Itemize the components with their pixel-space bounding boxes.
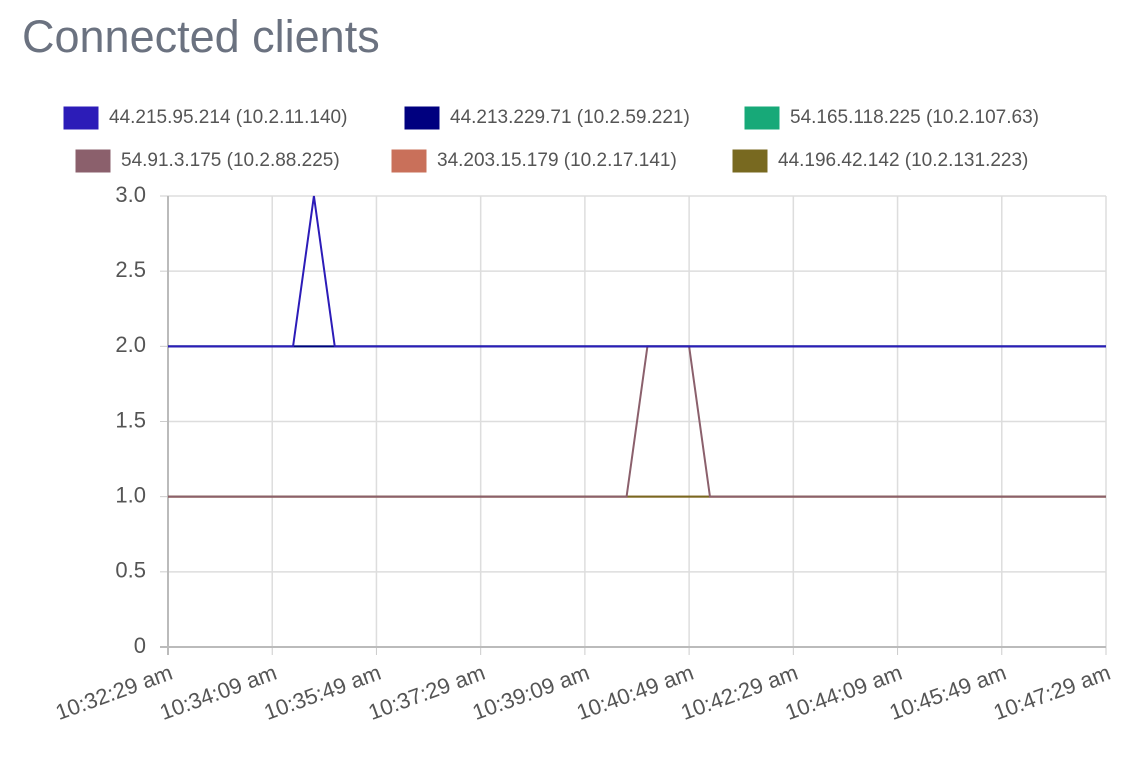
x-tick-label: 10:37:29 am [365,660,488,725]
x-tick-label: 10:32:29 am [52,660,175,725]
x-tick-label: 10:34:09 am [156,660,279,725]
legend-swatch [744,106,780,130]
x-tick-label: 10:44:09 am [782,660,905,725]
x-tick-label: 10:35:49 am [261,660,384,725]
y-tick-label: 1.5 [115,407,146,432]
legend-swatch [391,149,427,173]
legend-label: 54.165.118.225 (10.2.107.63) [790,107,1039,128]
series-line [168,345,1106,498]
y-tick-label: 2.0 [115,332,146,357]
y-tick-label: 2.5 [115,257,146,282]
y-tick-label: 0.5 [115,558,146,583]
y-tick-label: 0 [134,633,146,658]
legend-swatch [732,149,768,173]
x-tick-label: 10:40:49 am [573,660,696,725]
x-tick-label: 10:45:49 am [886,660,1009,725]
series-line [168,195,1106,348]
x-tick-label: 10:42:29 am [678,660,801,725]
legend-swatch [404,106,440,130]
chart-title: Connected clients [22,11,380,62]
x-tick-label: 10:39:09 am [469,660,592,725]
legend-label: 34.203.15.179 (10.2.17.141) [437,150,677,171]
x-tick-label: 10:47:29 am [990,660,1113,725]
legend-label: 44.196.42.142 (10.2.131.223) [778,150,1028,171]
legend-swatch [75,149,111,173]
legend-swatch [63,106,99,130]
legend-label: 54.91.3.175 (10.2.88.225) [121,150,340,171]
legend-label: 44.213.229.71 (10.2.59.221) [450,107,690,128]
legend-label: 44.215.95.214 (10.2.11.140) [109,107,347,128]
y-tick-label: 1.0 [115,482,146,507]
y-tick-label: 3.0 [115,182,146,207]
